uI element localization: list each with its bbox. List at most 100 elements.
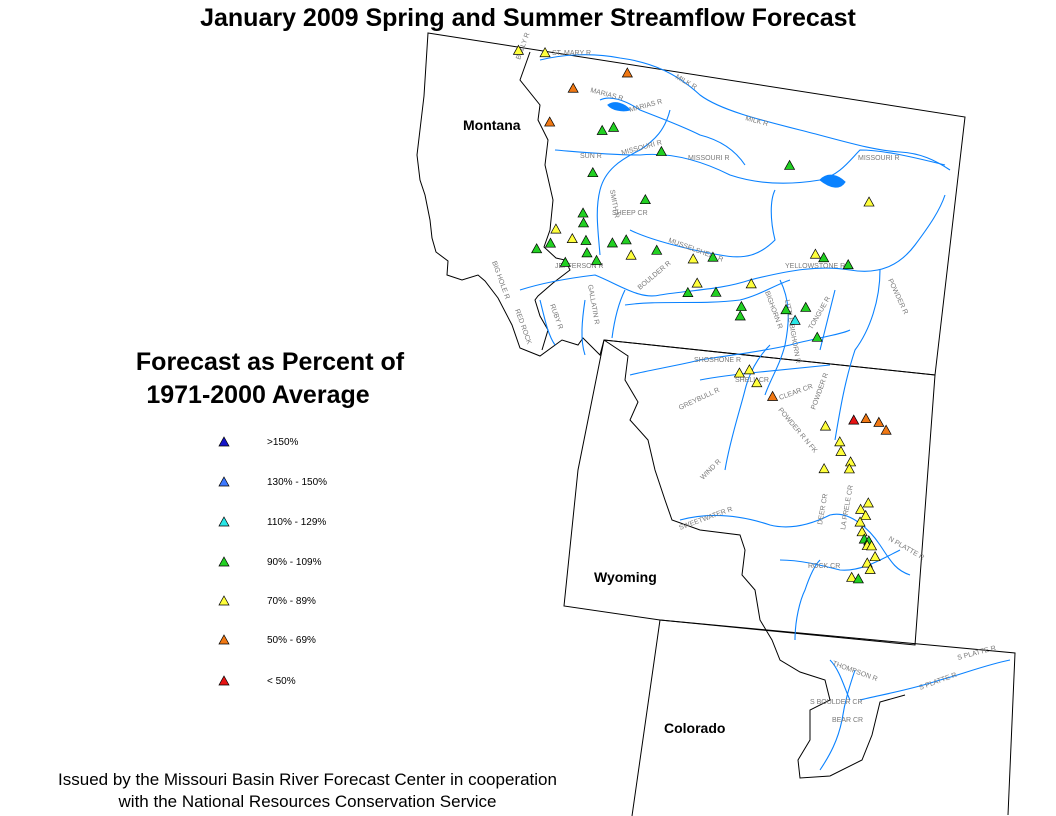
station-marker[interactable]: [566, 232, 578, 244]
station-marker[interactable]: [577, 217, 590, 228]
station-marker[interactable]: [856, 526, 868, 537]
river-line: [629, 189, 776, 258]
station-marker[interactable]: [682, 286, 694, 297]
station-marker[interactable]: [620, 234, 632, 245]
station-marker[interactable]: [581, 247, 593, 258]
river-line: [724, 344, 771, 471]
triangle-marker-icon: [218, 436, 230, 447]
station-marker[interactable]: [854, 516, 866, 527]
river-label: BIGHORN R: [763, 290, 783, 330]
station-marker[interactable]: [865, 540, 878, 551]
station-marker[interactable]: [734, 310, 746, 321]
station-marker[interactable]: [848, 414, 860, 425]
river-label: LA PRELE CR: [840, 485, 855, 531]
footer-line2: with the National Resources Conservation…: [118, 792, 497, 811]
station-marker[interactable]: [512, 44, 525, 55]
station-marker[interactable]: [818, 463, 830, 474]
station-marker[interactable]: [735, 300, 747, 311]
river-line: [611, 289, 626, 339]
station-marker[interactable]: [625, 249, 637, 260]
river-label: ST. MARY R: [552, 50, 591, 57]
station-marker[interactable]: [745, 278, 757, 289]
station-marker[interactable]: [835, 445, 847, 456]
station-marker[interactable]: [751, 377, 763, 388]
station-marker[interactable]: [869, 550, 881, 562]
station-marker[interactable]: [855, 503, 867, 514]
station-marker[interactable]: [733, 367, 746, 378]
station-marker[interactable]: [621, 67, 633, 78]
river-line: [829, 659, 1011, 701]
station-marker[interactable]: [639, 193, 651, 205]
river-line: [519, 194, 946, 297]
station-marker[interactable]: [587, 166, 599, 178]
station-marker[interactable]: [800, 301, 812, 312]
station-marker[interactable]: [606, 237, 619, 248]
station-marker[interactable]: [846, 571, 858, 582]
station-marker[interactable]: [531, 243, 543, 254]
station-marker[interactable]: [863, 196, 875, 207]
station-marker[interactable]: [596, 124, 608, 135]
station-marker[interactable]: [783, 159, 796, 170]
station-marker[interactable]: [710, 286, 722, 297]
river-label: JEFFERSON R: [555, 263, 604, 270]
station-marker[interactable]: [809, 248, 822, 259]
station-marker[interactable]: [544, 237, 557, 248]
river-label: WIND R: [699, 458, 722, 481]
station-marker[interactable]: [860, 412, 872, 423]
station-marker[interactable]: [580, 234, 592, 245]
station-marker[interactable]: [811, 331, 823, 342]
station-marker[interactable]: [743, 364, 755, 375]
station-marker[interactable]: [539, 47, 551, 58]
station-marker[interactable]: [844, 456, 857, 467]
station-marker[interactable]: [766, 390, 779, 401]
river-line: [539, 299, 586, 356]
state-label-colorado: Colorado: [664, 720, 726, 736]
station-marker[interactable]: [842, 259, 854, 270]
station-marker[interactable]: [651, 244, 663, 255]
river-label: SHOSHONE R: [694, 357, 741, 364]
station-marker[interactable]: [880, 424, 892, 435]
river-label: POWDER R: [810, 372, 830, 411]
river-label: MARIAS R: [629, 98, 664, 114]
station-marker[interactable]: [655, 145, 667, 156]
station-marker[interactable]: [818, 252, 830, 263]
river-label: MARIAS R: [589, 87, 624, 103]
station-marker[interactable]: [567, 82, 579, 93]
station-marker[interactable]: [590, 254, 603, 265]
triangle-marker-icon: [218, 556, 230, 567]
river-line: [596, 109, 671, 256]
station-marker[interactable]: [789, 314, 801, 325]
station-marker[interactable]: [819, 420, 832, 431]
forecast-stations: [512, 44, 892, 584]
station-marker[interactable]: [544, 116, 556, 127]
station-marker[interactable]: [577, 207, 589, 218]
river-label: GREYBULL R: [678, 387, 721, 412]
river-label: MILK R: [674, 74, 698, 92]
state-label-montana: Montana: [463, 117, 521, 133]
station-marker[interactable]: [691, 277, 703, 288]
station-marker[interactable]: [834, 436, 846, 447]
river-label: MILK R: [744, 115, 768, 128]
station-marker[interactable]: [864, 563, 876, 574]
colorado-border: [659, 619, 1016, 816]
station-marker[interactable]: [780, 304, 792, 315]
river-label: POWDER R N FK: [776, 407, 818, 455]
station-marker[interactable]: [860, 509, 872, 520]
station-marker[interactable]: [873, 416, 885, 427]
station-marker[interactable]: [559, 256, 571, 267]
river-label: ROCK CR: [808, 563, 840, 570]
river-label: RUBY R: [548, 303, 564, 330]
station-marker[interactable]: [550, 223, 562, 234]
river-line: [554, 149, 946, 184]
montana-idaho-border: [519, 51, 571, 351]
station-marker[interactable]: [843, 463, 855, 474]
station-marker[interactable]: [862, 497, 874, 508]
station-marker[interactable]: [852, 573, 864, 584]
station-marker[interactable]: [707, 251, 719, 262]
river-label: N PLATTE R: [887, 536, 925, 562]
river-line: [834, 269, 881, 441]
station-marker[interactable]: [607, 121, 620, 132]
river-line: [764, 279, 789, 396]
station-marker[interactable]: [687, 253, 699, 264]
